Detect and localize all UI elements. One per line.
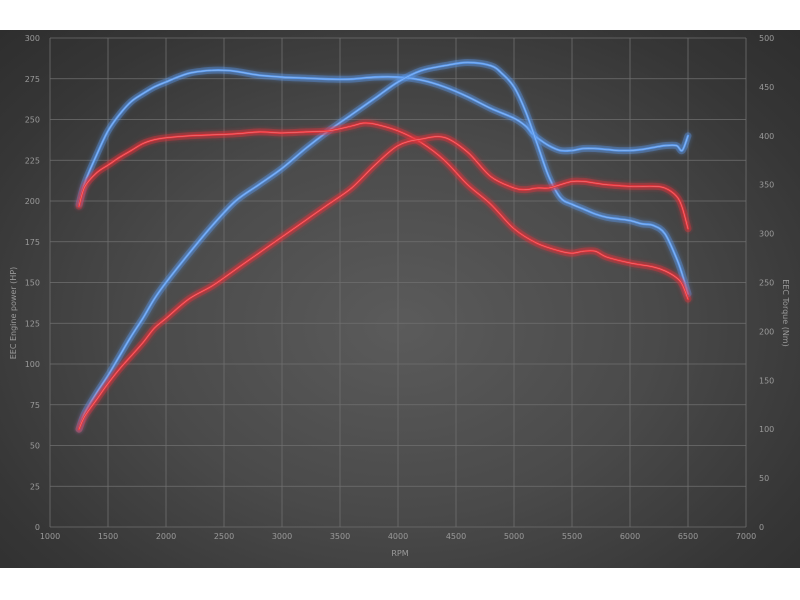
y-right-tick-label: 50 [759, 474, 769, 483]
x-tick-label: 2000 [156, 532, 176, 541]
y-right-tick-label: 100 [759, 425, 774, 434]
y-left-tick-label: 75 [30, 401, 40, 410]
series-glow [75, 59, 692, 433]
y-right-tick-label: 450 [759, 83, 774, 92]
series-highlight [78, 122, 689, 300]
series-4 [75, 133, 692, 433]
x-axis-label: RPM [391, 549, 408, 558]
grid [49, 37, 747, 528]
y-left-tick-label: 250 [25, 116, 40, 125]
y-left-tick-label: 50 [30, 442, 40, 451]
x-tick-label: 3500 [330, 532, 350, 541]
y-left-tick-label: 150 [25, 279, 40, 288]
series-line [77, 61, 690, 431]
y-left-tick-label: 0 [35, 523, 40, 532]
series-group [75, 59, 692, 433]
series-highlight [78, 62, 689, 430]
y-left-tick-label: 200 [25, 197, 40, 206]
y-right-tick-label: 500 [759, 34, 774, 43]
series-3 [75, 119, 692, 303]
y-axis-left-label: EEC Engine power (HP) [9, 267, 18, 360]
x-tick-label: 6500 [678, 532, 698, 541]
x-tick-label: 7000 [736, 532, 756, 541]
x-tick-label: 5500 [562, 532, 582, 541]
y-left-tick-label: 225 [25, 156, 40, 165]
y-left-tick-label: 125 [25, 319, 40, 328]
y-right-tick-label: 150 [759, 376, 774, 385]
x-tick-label: 4500 [446, 532, 466, 541]
chart-frame: 1000 1500 2000 2500 3000 3500 4000 4500 5000 5500… [0, 30, 800, 568]
y-right-tick-label: 400 [759, 132, 774, 141]
y-right-tick-label: 300 [759, 230, 774, 239]
y-right-tick-label: 250 [759, 279, 774, 288]
tick-labels: 1000 1500 2000 2500 3000 3500 4000 4500 5000 5500… [25, 34, 775, 541]
y-left-tick-label: 300 [25, 34, 40, 43]
x-tick-label: 5000 [504, 532, 524, 541]
y-left-tick-label: 100 [25, 360, 40, 369]
y-left-tick-label: 275 [25, 75, 40, 84]
x-tick-label: 1000 [40, 532, 60, 541]
series-highlight [78, 136, 689, 430]
dyno-chart: 1000 1500 2000 2500 3000 3500 4000 4500 5000 5500… [9, 34, 790, 558]
y-left-tick-label: 25 [30, 482, 40, 491]
series-line [77, 121, 690, 301]
y-left-tick-label: 175 [25, 238, 40, 247]
x-tick-label: 4000 [388, 532, 408, 541]
y-right-tick-label: 200 [759, 327, 774, 336]
x-tick-label: 3000 [272, 532, 292, 541]
x-tick-label: 2500 [214, 532, 234, 541]
y-right-tick-label: 350 [759, 181, 774, 190]
y-axis-right-label: EEC Torque (Nm) [781, 279, 790, 346]
series-line [77, 135, 690, 431]
x-tick-label: 1500 [98, 532, 118, 541]
series-2 [75, 59, 692, 433]
x-tick-label: 6000 [620, 532, 640, 541]
y-right-tick-label: 0 [759, 523, 764, 532]
